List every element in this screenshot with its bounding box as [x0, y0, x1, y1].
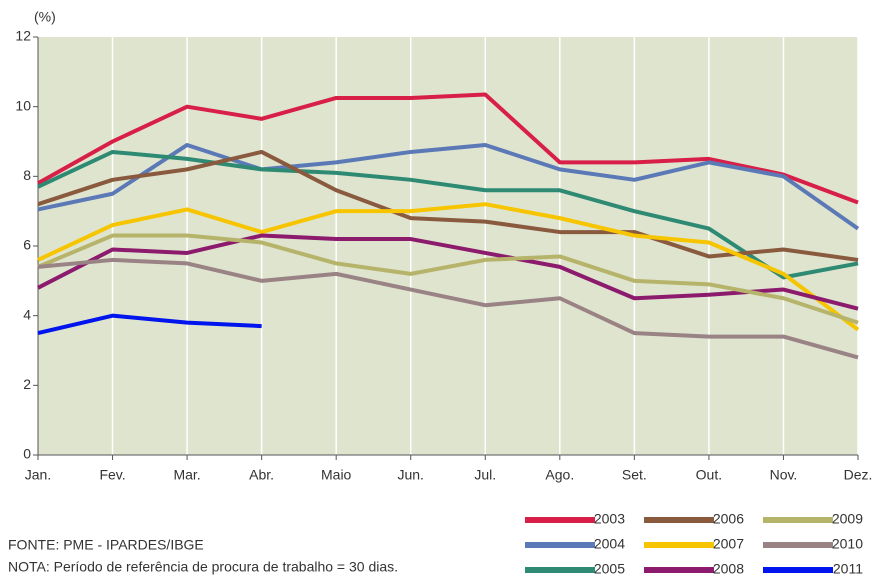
- y-tick-label: 12: [15, 28, 31, 44]
- legend-label: 2007: [713, 536, 744, 552]
- source-note: FONTE: PME - IPARDES/IBGE: [8, 537, 204, 553]
- legend-label: 2009: [832, 511, 863, 527]
- x-tick-label: Jun.: [397, 467, 423, 483]
- line-series: [37, 313, 262, 336]
- y-tick-label: 2: [23, 376, 31, 392]
- footnote: NOTA: Período de referência de procura d…: [8, 559, 398, 575]
- y-tick-label: 8: [23, 167, 31, 183]
- line-series: [37, 92, 859, 205]
- y-tick-label: 4: [23, 306, 31, 322]
- legend-label: 2004: [594, 536, 625, 552]
- legend-label: 2010: [832, 536, 863, 552]
- legend-label: 2006: [713, 511, 744, 527]
- legend-label: 2011: [833, 561, 863, 577]
- x-tick-label: Dez.: [844, 467, 873, 483]
- x-tick-label: Fev.: [99, 467, 125, 483]
- line-series: [37, 233, 859, 311]
- x-tick-label: Mar.: [173, 467, 200, 483]
- x-tick-label: Abr.: [249, 467, 274, 483]
- line-series: [37, 233, 859, 325]
- line-series: [37, 257, 859, 360]
- y-axis-label: (%): [34, 9, 56, 25]
- x-tick-label: Out.: [696, 467, 722, 483]
- legend-label: 2008: [713, 561, 744, 577]
- y-tick-label: 10: [15, 97, 31, 113]
- legend-label: 2005: [594, 561, 625, 577]
- x-tick-label: Maio: [321, 467, 352, 483]
- y-tick-label: 0: [23, 446, 31, 462]
- y-tick-label: 6: [23, 237, 31, 253]
- line-series: [37, 149, 859, 262]
- x-tick-label: Nov.: [770, 467, 798, 483]
- x-tick-label: Jan.: [25, 467, 51, 483]
- legend-label: 2003: [594, 511, 625, 527]
- line-series: [37, 142, 860, 231]
- x-tick-label: Set.: [622, 467, 647, 483]
- line-series: [37, 149, 859, 280]
- x-tick-label: Jul.: [474, 467, 496, 483]
- line-series: [37, 202, 860, 332]
- x-tick-label: Ago.: [545, 467, 574, 483]
